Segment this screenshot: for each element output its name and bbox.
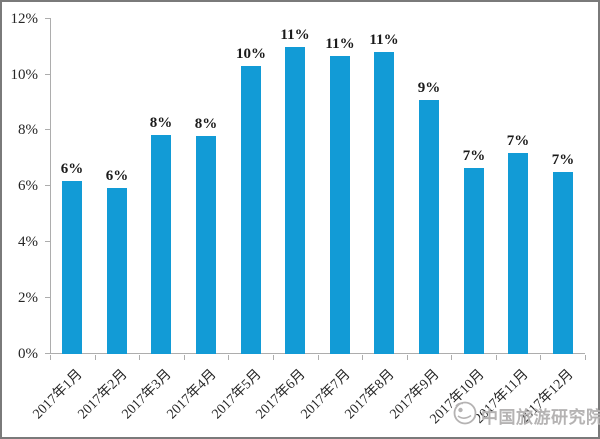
bar [464, 168, 484, 354]
y-axis-tick-label: 12% [10, 10, 39, 27]
bar-value-label: 7% [462, 148, 486, 164]
x-axis-tick [228, 355, 229, 360]
bar [553, 172, 573, 354]
x-axis-tick [496, 355, 497, 360]
y-axis-tick [45, 129, 51, 131]
x-axis-tick [184, 355, 185, 360]
bar [330, 56, 350, 354]
x-axis-tick [407, 355, 408, 360]
bar-value-label: 6% [105, 168, 129, 184]
y-axis-tick [45, 297, 51, 299]
watermark: 中国旅游研究院 [452, 399, 600, 428]
bar-value-label: 11% [280, 27, 310, 43]
bar [285, 47, 305, 354]
x-axis-tick [362, 355, 363, 360]
bar-value-label: 6% [60, 161, 84, 177]
plot-area [50, 18, 585, 354]
y-axis-tick-label: 4% [18, 234, 38, 251]
bar-value-label: 7% [506, 133, 530, 149]
bar-value-label: 11% [325, 36, 355, 52]
x-axis-tick [585, 355, 586, 360]
y-axis-tick [45, 241, 51, 243]
bar-value-label: 11% [369, 32, 399, 48]
y-axis-tick [45, 17, 51, 19]
tourism-academy-logo-icon [453, 401, 477, 425]
y-axis-tick [45, 185, 51, 187]
y-axis-tick-label: 10% [10, 66, 39, 83]
x-axis-tick [50, 355, 51, 360]
x-axis-tick [95, 355, 96, 360]
x-axis-tick [273, 355, 274, 360]
bar [241, 66, 261, 354]
watermark-text: 中国旅游研究院 [481, 408, 600, 427]
bar [374, 52, 394, 354]
bar [62, 181, 82, 354]
bar [508, 153, 528, 354]
y-axis-tick-label: 0% [18, 346, 38, 362]
bar [419, 100, 439, 354]
bar [151, 135, 171, 354]
x-axis-tick [318, 355, 319, 360]
y-axis-tick [45, 353, 51, 354]
y-axis-tick-label: 2% [18, 290, 38, 307]
bar-value-label: 9% [417, 80, 441, 96]
bar-value-label: 7% [551, 152, 575, 168]
x-axis-tick [139, 355, 140, 360]
bar-value-label: 8% [194, 116, 218, 132]
y-axis-tick [45, 73, 51, 75]
x-axis-tick [540, 355, 541, 360]
y-axis-tick-label: 8% [18, 122, 38, 139]
x-axis-tick [451, 355, 452, 360]
bar-value-label: 10% [236, 46, 266, 62]
bar [107, 188, 127, 354]
bar [196, 136, 216, 354]
y-axis-tick-label: 6% [18, 178, 38, 195]
bar-value-label: 8% [149, 115, 173, 131]
